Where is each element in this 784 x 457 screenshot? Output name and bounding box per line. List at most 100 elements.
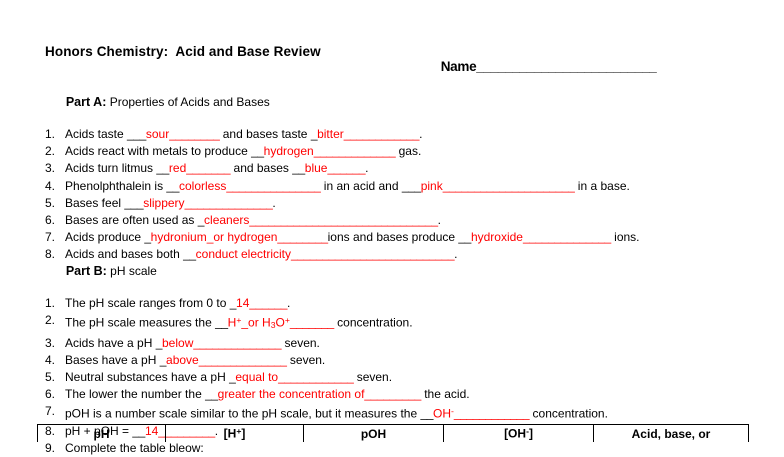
question-text: concentration. [333, 315, 413, 330]
answer-text: 14 [236, 296, 250, 310]
answer-text: OH [433, 406, 452, 421]
question-text: Bases have a pH [65, 352, 160, 367]
answer-text: hydroxide [470, 230, 523, 245]
question-item: 4. Phenolphthalein is __colorless________… [45, 178, 765, 195]
question-item: 9. Complete the table bleow: [45, 440, 765, 457]
table-column-header: [H+] [165, 424, 304, 442]
question-text: in an acid and [320, 178, 402, 193]
part-a-heading-label: Part A: [65, 95, 107, 109]
ph-values-table: pH [H+] pOH [OH-] Acid, base, or [37, 424, 749, 442]
answer-blank-line: ______ [327, 161, 366, 176]
question-text: . [287, 296, 291, 310]
question-text: Acids react with metals to produce [65, 144, 252, 159]
question-text: seven. [353, 369, 393, 384]
answer-blank-line: ______________ [184, 195, 273, 210]
question-number: 5. [45, 195, 56, 210]
question-text: Acids turn litmus [65, 161, 157, 176]
question-text: concentration. [529, 406, 608, 421]
answer-text: bitter [317, 127, 344, 141]
table-column-header: [OH-] [443, 424, 594, 442]
answer-blank-line: _ [229, 369, 236, 384]
charge-superscript: - [526, 426, 529, 437]
answer-blank-line: _______________ [226, 178, 321, 193]
question-number: 1. [45, 296, 56, 310]
charge-superscript: + [236, 426, 242, 437]
page-title: Honors Chemistry: Acid and Base Review [45, 44, 321, 59]
answer-blank-line: _ [197, 213, 205, 228]
question-number: 3. [45, 161, 56, 176]
question-item: 1. Acids taste ___sour________ and bases … [45, 126, 765, 143]
table-header-row: pH [H+] pOH [OH-] Acid, base, or [37, 424, 749, 442]
answer-text: H [227, 315, 237, 330]
question-item: 1. The pH scale ranges from 0 to _14_____… [45, 295, 765, 312]
answer-text: above [166, 352, 199, 367]
question-text: Bases feel [65, 195, 125, 210]
question-text: ions. [610, 230, 640, 245]
answer-blank-line: __________________________ [291, 247, 455, 262]
answer-text: below [162, 335, 194, 350]
answer-blank-line: _ [155, 335, 163, 350]
question-number: 4. [45, 352, 56, 367]
question-text: pOH is a number scale similar to the pH … [65, 406, 421, 421]
answer-blank-line: __ [205, 387, 218, 402]
question-item: 2. The pH scale measures the __H+_or H3O+… [45, 312, 765, 334]
question-item: 4. Bases have a pH _above______________ s… [45, 352, 765, 369]
question-text: . [419, 127, 423, 141]
answer-text: colorless [178, 178, 227, 193]
table-column-header: pH [37, 424, 166, 442]
question-item: 5. Bases feel ___slippery______________. [45, 195, 765, 212]
question-text: Phenolphthalein is [65, 178, 167, 193]
section-part-a: Part A: Properties of Acids and Bases 1.… [45, 81, 765, 264]
answer-text: hydrogen [263, 144, 314, 159]
answer-text: slippery [143, 195, 185, 210]
part-a-heading-desc: Properties of Acids and Bases [106, 95, 270, 109]
answer-text: + [284, 315, 290, 326]
answer-blank-line: __ [458, 230, 471, 245]
question-text: Bases are often used as [65, 213, 198, 228]
answer-text: greater the concentration of [217, 387, 365, 402]
question-number: 5. [45, 369, 56, 384]
answer-blank-line: ____________ [453, 406, 530, 421]
question-text: Acids and bases both [65, 247, 184, 262]
answer-blank-line: __ [420, 406, 434, 421]
answer-blank-line: ______ [249, 296, 288, 310]
answer-text: O [275, 315, 285, 330]
answer-blank-line: _____________________ [442, 178, 575, 193]
question-item: 6. The lower the number the __greater the… [45, 386, 765, 403]
question-item: 2. Acids react with metals to produce __h… [45, 143, 765, 160]
question-number: 4. [45, 178, 56, 193]
answer-blank-line: ____________ [278, 369, 354, 384]
answer-blank-line: _ [159, 352, 167, 367]
question-text: Acids taste [65, 127, 128, 141]
question-item: 6. Bases are often used as _cleaners_____… [45, 212, 765, 229]
question-text: in a base. [574, 178, 630, 193]
question-item: 3. Acids turn litmus __red_______ and bas… [45, 160, 765, 177]
answer-blank-line: _ [144, 230, 151, 245]
part-b-heading: Part B: pH scale [45, 250, 765, 292]
question-number: 7. [45, 230, 56, 245]
question-number: 1. [45, 127, 56, 141]
name-field-label: Name [440, 59, 477, 74]
answer-blank-line: _______ [289, 315, 334, 330]
part-b-heading-label: Part B: [65, 264, 107, 278]
question-number: 6. [45, 387, 56, 402]
answer-blank-line: ____________ [343, 127, 420, 141]
answer-blank-line: _ [229, 296, 237, 310]
name-field[interactable]: Name_________________________ [420, 44, 657, 89]
question-number: 2. [45, 144, 56, 159]
question-text: Acids produce [65, 230, 145, 245]
question-item: 7. Acids produce _hydronium_or hydrogen__… [45, 229, 765, 246]
answer-blank-line: __ [156, 161, 169, 176]
answer-blank-line: _________ [364, 387, 421, 402]
question-item: 3. Acids have a pH _below______________ s… [45, 335, 765, 352]
question-item: 7. pOH is a number scale similar to the p… [45, 403, 765, 422]
question-text: and bases [230, 161, 293, 176]
answer-blank-line: ___ [401, 178, 421, 193]
answer-blank-line: ______________ [522, 230, 611, 245]
answer-blank-line: ________ [169, 127, 220, 141]
question-text: The pH scale ranges from 0 to [65, 296, 230, 310]
part-b-heading-desc: pH scale [106, 264, 157, 278]
question-item: 5. Neutral substances have a pH _equal to… [45, 369, 765, 386]
part-a-item-list: 1. Acids taste ___sour________ and bases … [45, 126, 765, 264]
question-text: ions and bases produce [327, 230, 459, 245]
